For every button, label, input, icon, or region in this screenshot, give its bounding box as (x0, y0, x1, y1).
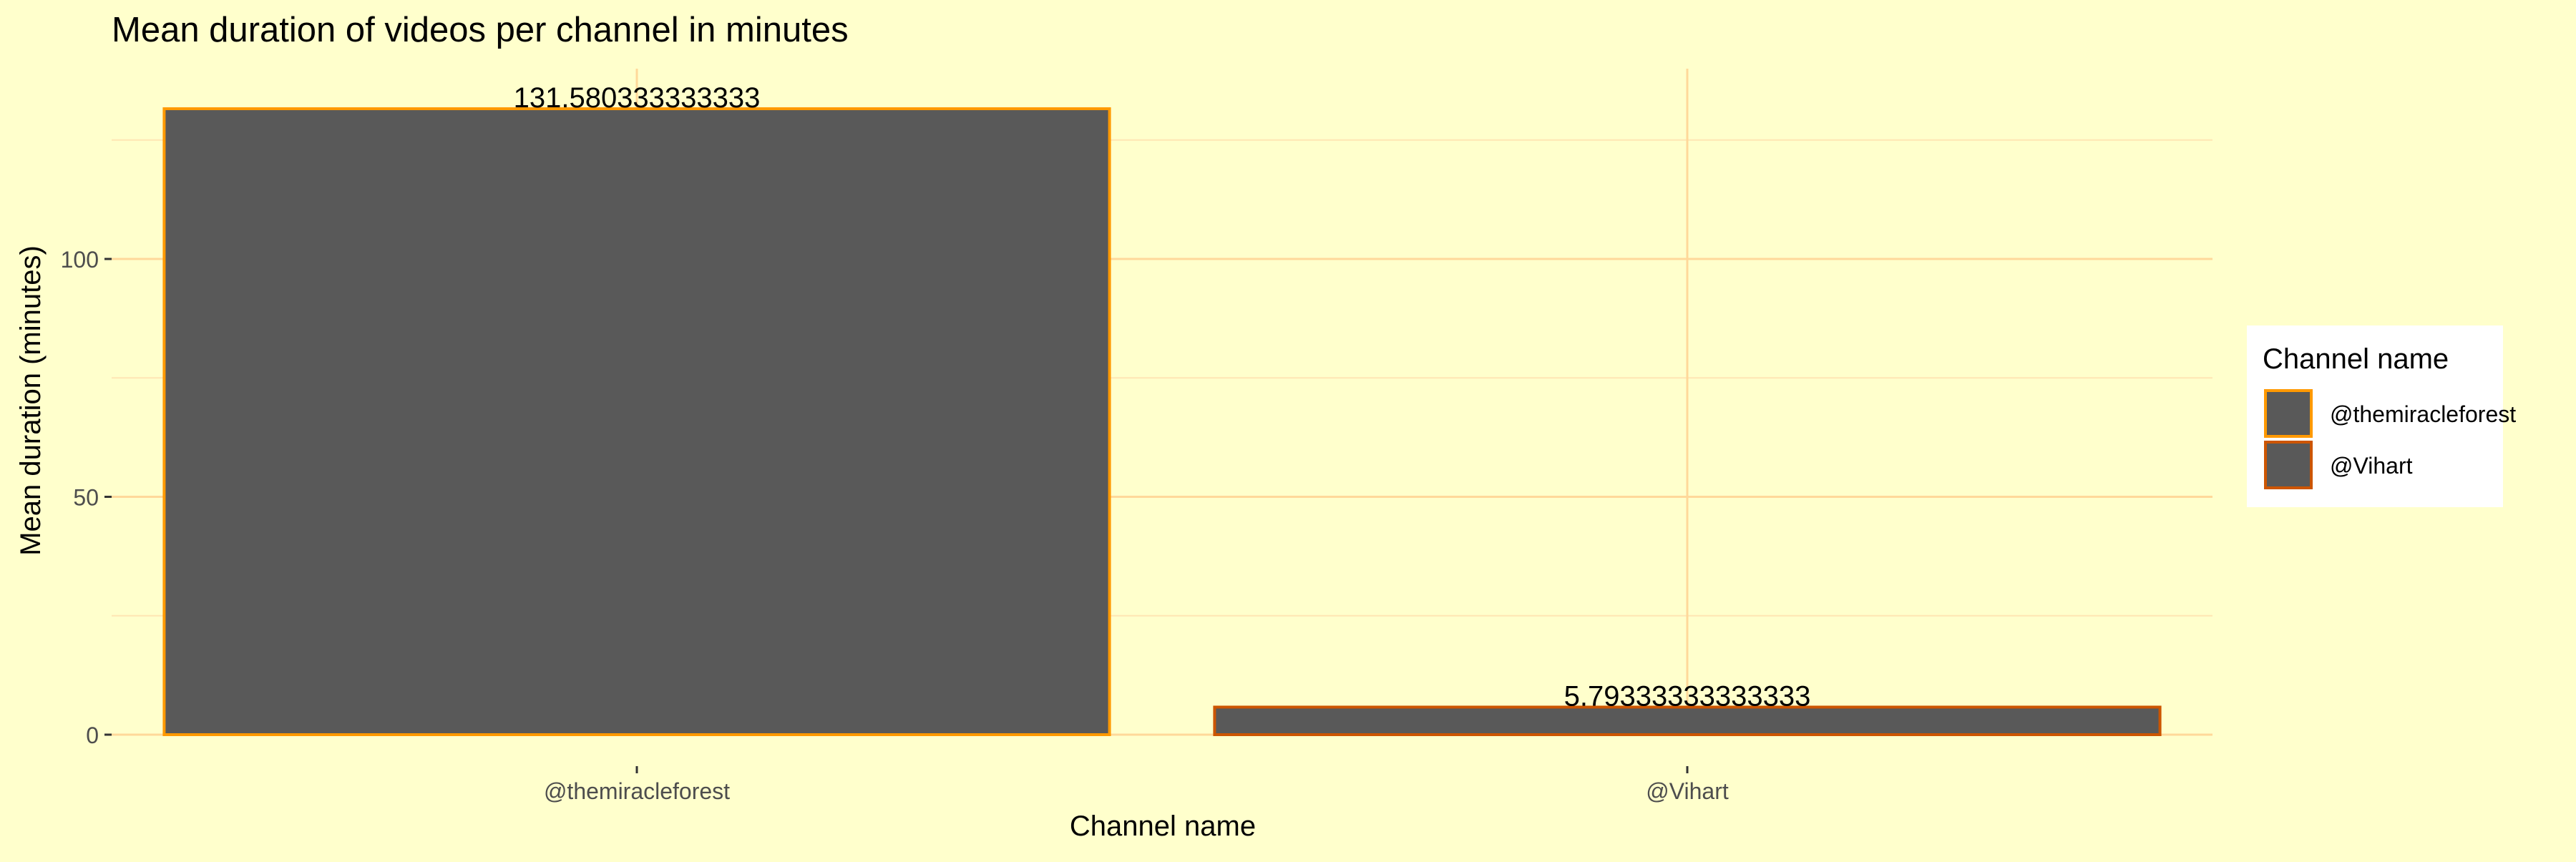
legend-key (2264, 389, 2313, 438)
legend-title: Channel name (2263, 343, 2449, 375)
data-label: 5.79333333333333 (1564, 680, 1811, 712)
x-tick-label: @Vihart (1646, 778, 1729, 804)
y-tick-label: 50 (73, 485, 99, 511)
legend-key (2264, 441, 2313, 489)
x-tick-label: @themiracleforest (544, 778, 730, 804)
legend-label: @Vihart (2330, 453, 2413, 479)
y-tick-label: 0 (86, 723, 99, 748)
legend-label: @themiracleforest (2330, 401, 2516, 427)
bar-themiracleforest (162, 107, 1111, 736)
data-labels: 131.580333333333 5.79333333333333 (514, 82, 1811, 712)
legend-entries: @themiracleforest @Vihart (2264, 389, 2516, 489)
x-axis-title: Channel name (1070, 810, 1256, 842)
y-axis-title: Mean duration (minutes) (15, 245, 47, 556)
axes: 0 50 100 @themiracleforest @Vihart (61, 247, 1729, 804)
bar-vihart (1213, 705, 2162, 736)
bars (162, 107, 2162, 736)
data-label: 131.580333333333 (514, 82, 761, 114)
y-tick-label: 100 (61, 247, 99, 273)
chart-title: Mean duration of videos per channel in m… (112, 11, 849, 49)
legend: Channel name @themiracleforest @Vihart (2247, 325, 2516, 507)
